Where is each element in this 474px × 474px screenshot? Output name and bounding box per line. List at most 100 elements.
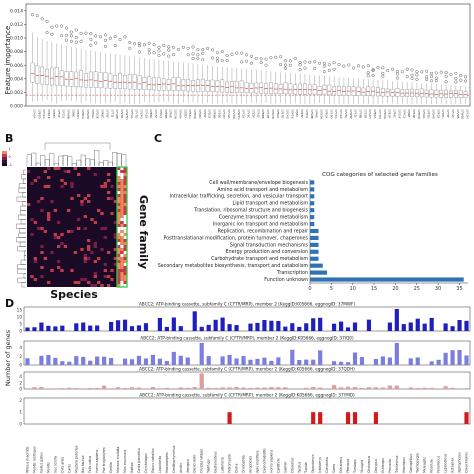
panel-d-bar — [241, 387, 246, 389]
panel-a-outlier — [449, 73, 453, 77]
panel-b-cell — [47, 215, 51, 218]
panel-a-outlier — [196, 48, 200, 52]
panel-a-outlier — [60, 34, 64, 38]
panel-a-box — [278, 55, 283, 104]
panel-c-bar — [310, 228, 319, 234]
panel-d-species-label: Dasypus — [374, 459, 378, 473]
panel-a-box-rect — [244, 82, 249, 94]
panel-a-xtick-label: 37R9B — [213, 109, 217, 119]
panel-b-cell — [97, 257, 101, 260]
panel-a-xtick-label: 37W4G — [237, 109, 241, 120]
panel-b-cell — [123, 251, 127, 254]
panel-d-bar — [213, 319, 218, 331]
panel-d-bar — [366, 319, 372, 331]
panel-d-bar — [234, 387, 239, 389]
panel-a-box-rect — [449, 90, 453, 98]
panel-a-box — [225, 53, 230, 103]
panel-d-row-title: ABCC2; ATP-binding cassette, subfamily C… — [139, 367, 355, 372]
panel-d-bar — [192, 311, 197, 331]
panel-a-box-rect — [327, 84, 332, 96]
panel-b-cell — [117, 284, 121, 287]
panel-a-box — [317, 61, 322, 104]
panel-b-dendro-link — [20, 259, 26, 265]
panel-a-outlier — [381, 66, 385, 70]
panel-a-xtick-label: 37A0A — [32, 109, 36, 118]
panel-b-cell — [77, 194, 81, 197]
panel-a-axes-frame — [25, 3, 471, 107]
panel-b-cell — [120, 176, 124, 179]
panel-b-cell — [60, 242, 64, 245]
panel-d-bar — [332, 323, 337, 331]
panel-c-bar — [310, 187, 315, 192]
panel-d-bar — [318, 317, 323, 331]
panel-a-xtick-label: 37H9B — [67, 109, 71, 119]
panel-b-cell — [43, 257, 47, 260]
panel-a-outlier — [152, 43, 156, 47]
panel-a-box — [264, 57, 268, 104]
panel-a-outlier — [284, 63, 287, 67]
panel-d-bar — [297, 326, 302, 331]
panel-b-cell — [117, 209, 121, 212]
panel-a-outlier — [172, 45, 176, 49]
panel-b-cell — [63, 182, 67, 185]
panel-a-xtick-label: 37V7D — [232, 109, 236, 119]
panel-d-bar — [95, 325, 100, 331]
panel-b-dendro-link — [23, 273, 26, 279]
panel-d-bar — [164, 360, 169, 365]
panel-d-bar — [255, 322, 260, 331]
panel-a-box-rect — [273, 83, 278, 94]
panel-a-outlier — [45, 31, 49, 35]
panel-a-box — [341, 64, 346, 104]
panel-b-dendro-link — [121, 154, 127, 166]
panel-a-xtick-label: 37K4G — [188, 109, 192, 119]
panel-a-box — [390, 67, 395, 104]
panel-d-bar — [88, 360, 93, 365]
panel-d-bar — [46, 354, 51, 365]
panel-b-cell — [60, 233, 64, 236]
panel-a-outlier — [128, 40, 132, 44]
panel-a-box — [346, 63, 351, 104]
panel-a-outlier — [425, 78, 429, 81]
panel-b-cell — [117, 221, 121, 224]
panel-a-outlier — [245, 59, 249, 63]
panel-a-box — [463, 75, 468, 104]
panel-d-row-frame — [23, 306, 471, 332]
panel-d-bar — [32, 327, 37, 331]
panel-a-outlier — [103, 38, 107, 42]
panel-a-outlier — [434, 76, 438, 80]
panel-b-heatmap: B 1 0 -1 Species Gene family — [2, 132, 150, 301]
panel-d-bar — [269, 360, 274, 365]
panel-d-bar — [32, 387, 37, 389]
panel-d-bar — [25, 388, 30, 389]
panel-a-box-rect — [303, 83, 307, 95]
panel-d-bar — [464, 388, 469, 389]
panel-a-box — [137, 41, 142, 104]
panel-b-dendro-link — [21, 174, 26, 180]
panel-b-cell — [120, 224, 124, 227]
panel-b-dendro-link — [31, 152, 37, 166]
panel-a-box — [400, 70, 405, 104]
panel-a-xtick-label: 37Y9B — [359, 109, 363, 118]
panel-a-box — [380, 66, 385, 104]
panel-b-cell — [117, 233, 121, 236]
panel-a-outlier — [74, 40, 78, 44]
panel-b-cell — [30, 233, 34, 236]
panel-b-dendro-link — [53, 163, 59, 166]
panel-d-bar — [422, 387, 427, 389]
panel-b-cell — [120, 185, 124, 188]
panel-b-cell — [40, 266, 44, 269]
panel-b-dendro-link — [44, 142, 111, 150]
panel-d-species-label: Homo sapiens — [269, 449, 273, 473]
panel-b-cells — [27, 166, 128, 288]
panel-a-xtick-label: 37X2J — [354, 109, 358, 117]
panel-a-outlier — [430, 71, 433, 75]
panel-b-cell — [40, 209, 44, 212]
panel-d-bar — [373, 358, 379, 365]
panel-d-species-label: Gasterosteus — [214, 451, 218, 473]
panel-a-xtick-label: 37B8C — [149, 109, 153, 119]
panel-b-cell — [117, 212, 121, 215]
panel-a-xtick-label: 37E0A — [276, 109, 280, 118]
panel-a-xtick-label: 37K5F — [300, 109, 304, 118]
panel-a-box — [332, 61, 337, 104]
panel-b-dendro-link — [49, 153, 55, 166]
